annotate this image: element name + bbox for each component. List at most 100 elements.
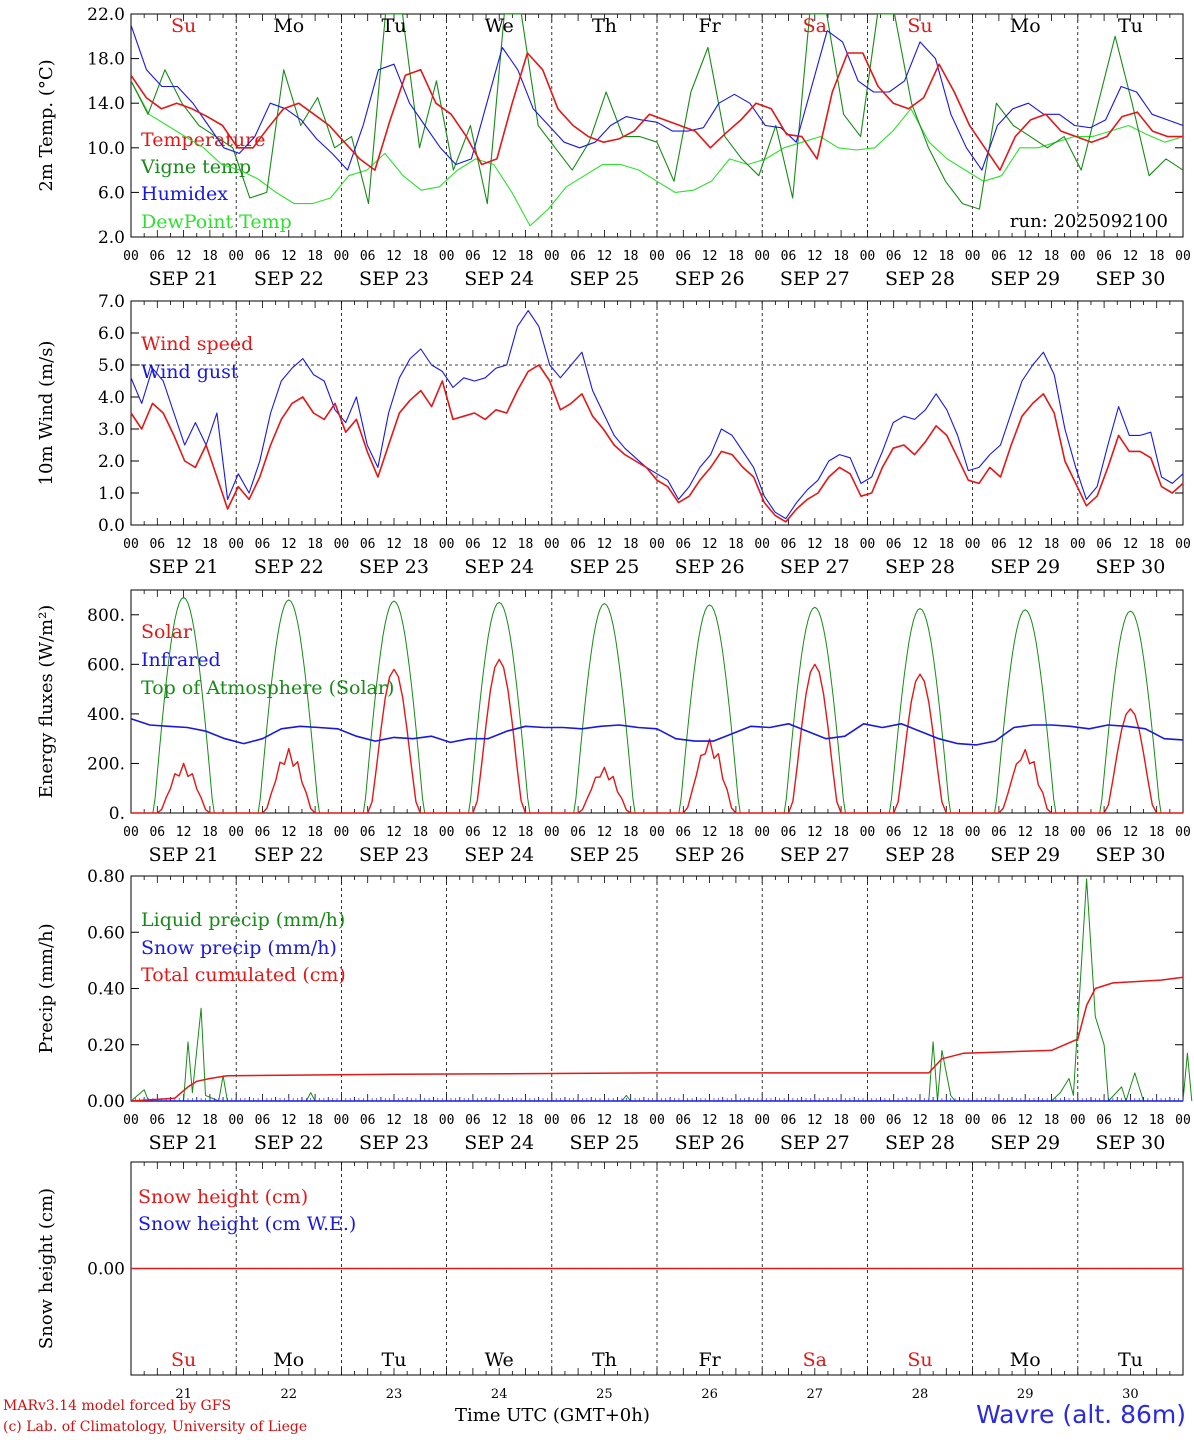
day-name: Th <box>592 1349 617 1371</box>
date-label: SEP 28 <box>885 1132 955 1154</box>
hour-label: 18 <box>1149 249 1165 264</box>
y-axis-label: Energy fluxes (W/m²) <box>36 605 57 799</box>
y-tick-label: 0.40 <box>87 980 125 1000</box>
day-number: 26 <box>701 1387 718 1402</box>
hour-label: 12 <box>1017 537 1033 552</box>
day-name: Tu <box>382 15 407 37</box>
hour-label: 06 <box>255 249 271 264</box>
hour-label: 18 <box>412 825 428 840</box>
hour-label: 00 <box>965 825 981 840</box>
date-label: SEP 24 <box>464 268 534 290</box>
series-temperature <box>131 52 1183 171</box>
day-number: 21 <box>175 1387 192 1402</box>
legend-entry: Temperature <box>141 129 265 151</box>
date-label: SEP 23 <box>359 844 429 866</box>
hour-label: 06 <box>991 249 1007 264</box>
date-label: SEP 26 <box>675 556 745 578</box>
date-label: SEP 27 <box>780 268 850 290</box>
hour-label: 12 <box>702 249 718 264</box>
y-axis-label: 2m Temp. (°C) <box>36 59 57 191</box>
hour-label: 06 <box>781 825 797 840</box>
hour-label: 00 <box>228 1113 244 1128</box>
day-name: We <box>485 1349 514 1371</box>
hour-label: 06 <box>991 1113 1007 1128</box>
hour-label: 12 <box>807 1113 823 1128</box>
hour-label: 12 <box>491 249 507 264</box>
hour-label: 12 <box>176 537 192 552</box>
hour-label: 00 <box>334 249 350 264</box>
day-name: Fr <box>698 1349 721 1371</box>
hour-label: 06 <box>149 249 165 264</box>
station-name: Wavre (alt. 86m) <box>976 1400 1186 1429</box>
hour-label: 00 <box>754 537 770 552</box>
hour-label: 12 <box>702 825 718 840</box>
hour-label: 06 <box>570 1113 586 1128</box>
hour-label: 06 <box>149 1113 165 1128</box>
y-tick-label: 0.20 <box>87 1036 125 1056</box>
hour-label: 06 <box>886 537 902 552</box>
hour-label: 12 <box>281 249 297 264</box>
legend-entry: Vigne temp <box>140 156 251 178</box>
hour-label: 18 <box>307 825 323 840</box>
legend-entry: Snow height (cm W.E.) <box>138 1213 356 1235</box>
hour-label: 00 <box>334 537 350 552</box>
hour-label: 06 <box>675 825 691 840</box>
date-label: SEP 24 <box>464 556 534 578</box>
day-name: Sa <box>803 15 827 37</box>
hour-label: 00 <box>439 537 455 552</box>
panel-temp: 2.0 6.0 10.0 14.0 18.0 22.0 2m Temp. (°C) Tempe… <box>36 5 1191 290</box>
date-label: SEP 23 <box>359 1132 429 1154</box>
day-number: 24 <box>491 1387 508 1402</box>
hour-label: 12 <box>281 537 297 552</box>
day-name: Fr <box>698 15 721 37</box>
hour-label: 12 <box>1123 537 1139 552</box>
date-label: SEP 25 <box>569 556 639 578</box>
hour-label: 06 <box>255 1113 271 1128</box>
hour-label: 18 <box>938 1113 954 1128</box>
hour-label: 12 <box>912 825 928 840</box>
date-label: SEP 28 <box>885 844 955 866</box>
hour-label: 18 <box>1044 537 1060 552</box>
y-tick-label: 22.0 <box>87 5 125 25</box>
day-name: Th <box>592 15 617 37</box>
date-label: SEP 30 <box>1095 1132 1165 1154</box>
date-label: SEP 29 <box>990 1132 1060 1154</box>
day-number: 25 <box>596 1387 613 1402</box>
hour-label: 06 <box>360 537 376 552</box>
date-label: SEP 29 <box>990 268 1060 290</box>
hour-label: 12 <box>1017 249 1033 264</box>
y-tick-label: 5.0 <box>98 356 125 376</box>
hour-label: 00 <box>334 1113 350 1128</box>
hour-label: 06 <box>255 825 271 840</box>
hour-label: 18 <box>938 249 954 264</box>
hour-label: 00 <box>649 1113 665 1128</box>
hour-label: 18 <box>938 537 954 552</box>
y-axis-label: 10m Wind (m/s) <box>36 341 57 486</box>
date-label: SEP 30 <box>1095 556 1165 578</box>
hour-label: 18 <box>202 825 218 840</box>
date-label: SEP 21 <box>149 844 219 866</box>
hour-label: 00 <box>544 537 560 552</box>
y-tick-label: 0.0 <box>98 516 125 536</box>
hour-label: 06 <box>360 825 376 840</box>
hour-label: 18 <box>728 537 744 552</box>
hour-label: 18 <box>307 249 323 264</box>
date-label: SEP 21 <box>149 1132 219 1154</box>
series-solar <box>131 658 1183 814</box>
hour-label: 00 <box>754 1113 770 1128</box>
hour-label: 00 <box>1175 1113 1191 1128</box>
hour-label: 18 <box>728 1113 744 1128</box>
hour-label: 06 <box>570 537 586 552</box>
hour-label: 18 <box>518 1113 534 1128</box>
hour-label: 06 <box>465 1113 481 1128</box>
hour-label: 06 <box>255 537 271 552</box>
legend-entry: Total cumulated (cm) <box>141 964 346 986</box>
hour-label: 00 <box>1175 249 1191 264</box>
hour-label: 18 <box>1149 537 1165 552</box>
hour-label: 00 <box>1070 249 1086 264</box>
y-tick-label: 14.0 <box>87 94 125 114</box>
hour-label: 12 <box>1017 1113 1033 1128</box>
hour-label: 12 <box>176 249 192 264</box>
day-number: 28 <box>912 1387 929 1402</box>
hour-label: 06 <box>570 249 586 264</box>
